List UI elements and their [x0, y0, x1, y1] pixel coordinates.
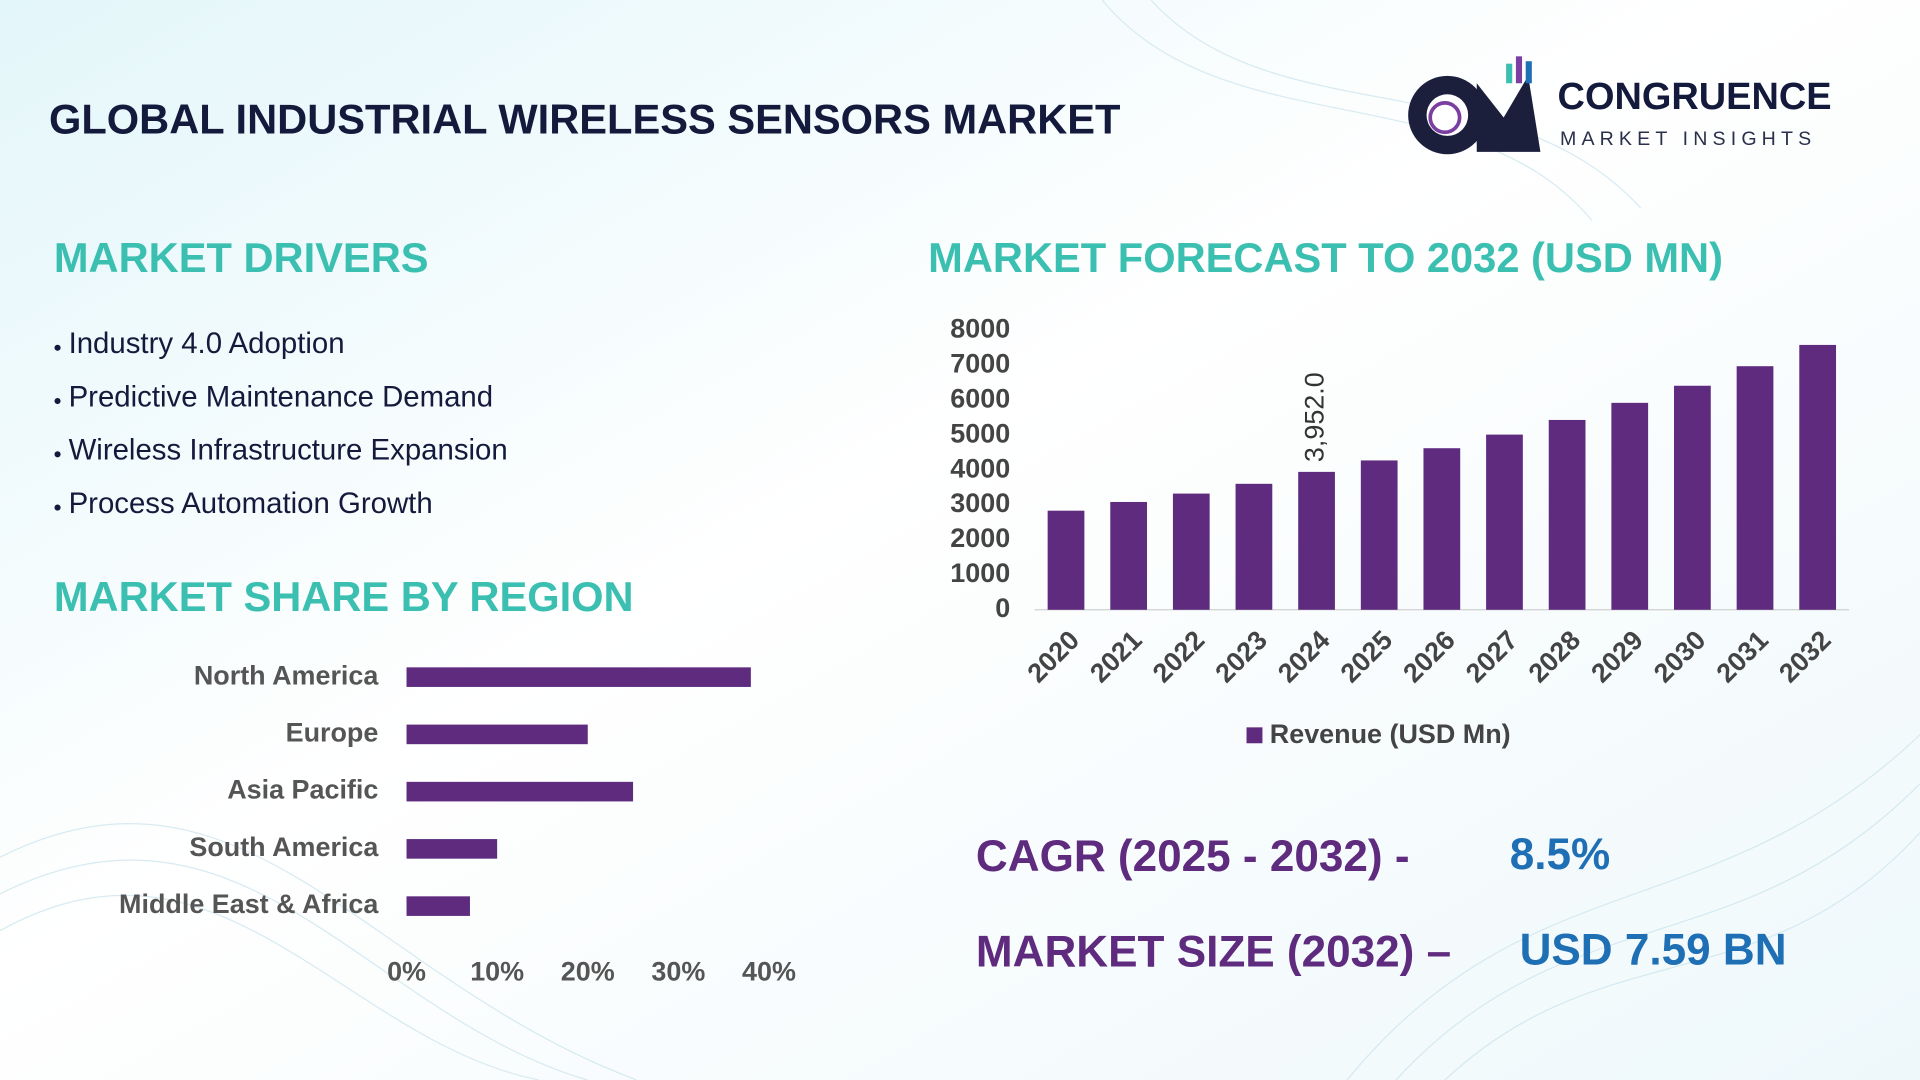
y-category-label: Asia Pacific: [227, 775, 378, 805]
bar: [1736, 366, 1774, 610]
cagr-label: CAGR (2025 - 2032) -: [976, 832, 1410, 881]
logo-bar: [1506, 63, 1513, 84]
y-tick-label: 0: [995, 593, 1010, 623]
logo-m: [1476, 75, 1541, 152]
y-tick-label: 3000: [950, 488, 1010, 518]
value-label: 3,952.0: [1300, 372, 1330, 462]
bar: [1548, 419, 1586, 610]
cagr-value: 8.5%: [1510, 830, 1610, 879]
bar: [1360, 460, 1398, 610]
y-tick-label: 8000: [950, 314, 1010, 344]
y-tick-label: 7000: [950, 349, 1010, 379]
logo: CONGRUENCE MARKET INSIGHTS: [1408, 56, 1832, 155]
bar: [1172, 493, 1210, 610]
driver-item: Industry 4.0 Adoption: [69, 327, 345, 360]
y-tick-label: 6000: [950, 384, 1010, 414]
section-title: MARKET FORECAST TO 2032 (USD MN): [928, 234, 1723, 281]
logo-name: CONGRUENCE: [1558, 76, 1832, 118]
legend-label: Revenue (USD Mn): [1270, 719, 1511, 749]
driver-item: Process Automation Growth: [69, 487, 433, 520]
driver-item: Wireless Infrastructure Expansion: [69, 434, 508, 467]
bar: [406, 667, 751, 687]
bar: [1611, 402, 1649, 610]
y-category-label: Europe: [286, 717, 379, 747]
y-tick-label: 4000: [950, 453, 1010, 483]
size-label: MARKET SIZE (2032) –: [976, 928, 1451, 977]
x-tick-label: 30%: [651, 957, 705, 987]
bar: [1674, 385, 1711, 610]
size-value: USD 7.59 BN: [1520, 925, 1787, 974]
bar: [1047, 510, 1085, 610]
bar: [406, 781, 634, 802]
x-tick-label: 20%: [561, 957, 615, 987]
bar: [406, 896, 470, 916]
y-category-label: Middle East & Africa: [119, 889, 379, 919]
bar: [1298, 471, 1335, 610]
driver-item: Predictive Maintenance Demand: [69, 380, 494, 413]
y-tick-label: 2000: [950, 523, 1010, 553]
x-tick-label: 40%: [742, 957, 796, 987]
driver-list: Industry 4.0 Adoption Predictive Maintena…: [54, 327, 508, 520]
page-title: GLOBAL INDUSTRIAL WIRELESS SENSORS MARKE…: [49, 95, 1121, 142]
bar: [1110, 501, 1148, 610]
y-category-label: North America: [194, 660, 380, 690]
section-title: MARKET DRIVERS: [54, 234, 429, 281]
logo-tagline: MARKET INSIGHTS: [1560, 128, 1816, 150]
y-tick-label: 5000: [950, 418, 1010, 448]
bar: [1799, 344, 1837, 610]
logo-bar: [1525, 61, 1532, 84]
x-tick-label: 10%: [470, 957, 524, 987]
bar: [406, 724, 588, 745]
bullet: [54, 504, 61, 511]
logo-globe: [1428, 101, 1462, 135]
y-category-label: South America: [189, 832, 379, 862]
bar: [406, 839, 498, 859]
y-tick-label: 1000: [950, 558, 1010, 588]
bullet: [54, 344, 61, 351]
bullet: [54, 451, 61, 458]
section-title: MARKET SHARE BY REGION: [54, 573, 634, 620]
bar: [1423, 448, 1461, 610]
legend-swatch: [1246, 727, 1263, 744]
bar: [1235, 483, 1273, 610]
bullet: [54, 397, 61, 405]
logo-c-inner: [1426, 94, 1469, 136]
x-tick-label: 0%: [387, 957, 426, 987]
bar: [1486, 434, 1523, 610]
logo-bar: [1515, 56, 1523, 84]
